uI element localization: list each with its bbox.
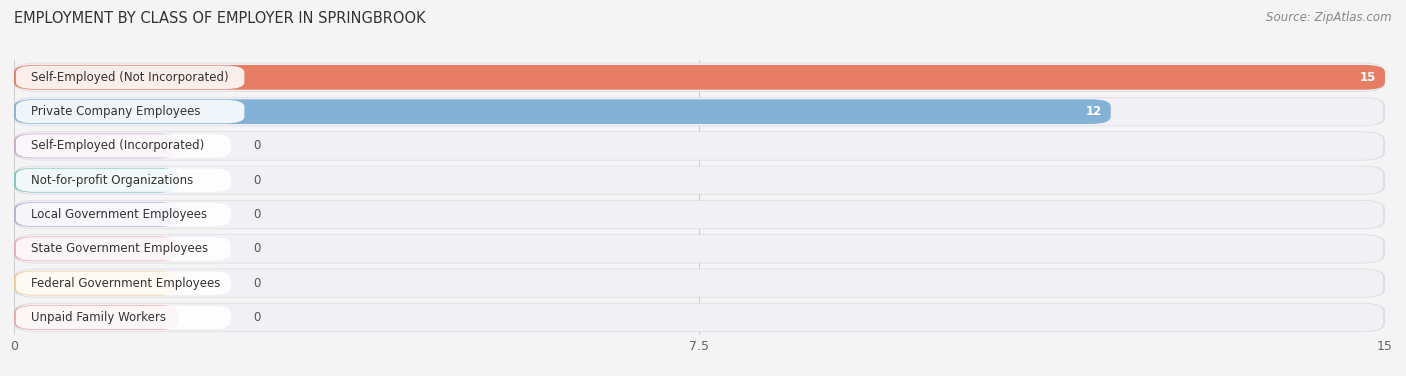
Text: 15: 15: [1360, 71, 1376, 84]
Text: 0: 0: [253, 208, 262, 221]
FancyBboxPatch shape: [15, 100, 245, 123]
Text: Self-Employed (Not Incorporated): Self-Employed (Not Incorporated): [31, 71, 228, 84]
Text: Unpaid Family Workers: Unpaid Family Workers: [31, 311, 166, 324]
FancyBboxPatch shape: [14, 168, 179, 193]
FancyBboxPatch shape: [14, 133, 179, 158]
FancyBboxPatch shape: [15, 235, 1384, 263]
FancyBboxPatch shape: [14, 200, 1385, 229]
Text: 0: 0: [253, 311, 262, 324]
Text: Local Government Employees: Local Government Employees: [31, 208, 207, 221]
Text: 0: 0: [253, 139, 262, 152]
Text: Not-for-profit Organizations: Not-for-profit Organizations: [31, 174, 193, 187]
FancyBboxPatch shape: [15, 166, 1384, 194]
FancyBboxPatch shape: [15, 66, 245, 89]
FancyBboxPatch shape: [15, 271, 231, 295]
Text: State Government Employees: State Government Employees: [31, 243, 208, 255]
FancyBboxPatch shape: [14, 99, 1111, 124]
FancyBboxPatch shape: [14, 97, 1385, 126]
FancyBboxPatch shape: [15, 134, 231, 158]
FancyBboxPatch shape: [14, 271, 179, 296]
FancyBboxPatch shape: [14, 166, 1385, 195]
FancyBboxPatch shape: [15, 201, 1384, 229]
Text: 0: 0: [253, 174, 262, 187]
FancyBboxPatch shape: [15, 98, 1384, 126]
Text: 0: 0: [253, 243, 262, 255]
FancyBboxPatch shape: [15, 132, 1384, 160]
FancyBboxPatch shape: [15, 306, 231, 329]
FancyBboxPatch shape: [14, 303, 1385, 332]
FancyBboxPatch shape: [15, 64, 1384, 91]
FancyBboxPatch shape: [14, 63, 1385, 92]
Text: Self-Employed (Incorporated): Self-Employed (Incorporated): [31, 139, 204, 152]
FancyBboxPatch shape: [14, 234, 1385, 264]
FancyBboxPatch shape: [14, 305, 179, 330]
FancyBboxPatch shape: [14, 237, 179, 261]
FancyBboxPatch shape: [14, 202, 179, 227]
Text: 0: 0: [253, 277, 262, 290]
FancyBboxPatch shape: [15, 168, 231, 192]
FancyBboxPatch shape: [15, 237, 231, 261]
Text: Source: ZipAtlas.com: Source: ZipAtlas.com: [1267, 11, 1392, 24]
Text: Private Company Employees: Private Company Employees: [31, 105, 200, 118]
FancyBboxPatch shape: [14, 131, 1385, 161]
FancyBboxPatch shape: [15, 269, 1384, 297]
FancyBboxPatch shape: [15, 303, 1384, 331]
Text: EMPLOYMENT BY CLASS OF EMPLOYER IN SPRINGBROOK: EMPLOYMENT BY CLASS OF EMPLOYER IN SPRIN…: [14, 11, 426, 26]
FancyBboxPatch shape: [14, 268, 1385, 298]
Text: 12: 12: [1085, 105, 1102, 118]
Text: Federal Government Employees: Federal Government Employees: [31, 277, 219, 290]
FancyBboxPatch shape: [14, 65, 1385, 89]
FancyBboxPatch shape: [15, 203, 231, 226]
